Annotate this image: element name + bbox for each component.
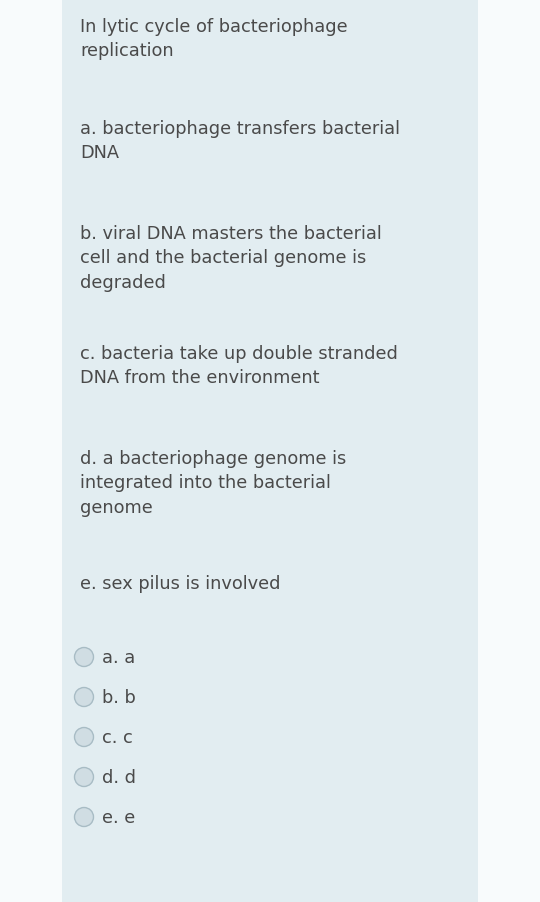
- Circle shape: [75, 648, 93, 667]
- Text: b. viral DNA masters the bacterial
cell and the bacterial genome is
degraded: b. viral DNA masters the bacterial cell …: [80, 225, 382, 291]
- Bar: [0, 0, 62, 902]
- Circle shape: [75, 728, 93, 747]
- Text: c. c: c. c: [102, 728, 132, 746]
- Text: e. e: e. e: [102, 808, 135, 826]
- Circle shape: [75, 687, 93, 706]
- Text: b. b: b. b: [102, 688, 135, 706]
- Circle shape: [75, 807, 93, 826]
- Bar: [62, 0, 478, 902]
- Text: d. a bacteriophage genome is
integrated into the bacterial
genome: d. a bacteriophage genome is integrated …: [80, 449, 346, 516]
- Text: e. sex pilus is involved: e. sex pilus is involved: [80, 575, 280, 593]
- Circle shape: [75, 768, 93, 787]
- Text: a. bacteriophage transfers bacterial
DNA: a. bacteriophage transfers bacterial DNA: [80, 120, 400, 162]
- Text: a. a: a. a: [102, 649, 135, 667]
- Text: d. d: d. d: [102, 769, 136, 787]
- Text: In lytic cycle of bacteriophage
replication: In lytic cycle of bacteriophage replicat…: [80, 18, 348, 60]
- Text: c. bacteria take up double stranded
DNA from the environment: c. bacteria take up double stranded DNA …: [80, 345, 398, 387]
- Bar: [478, 0, 540, 902]
